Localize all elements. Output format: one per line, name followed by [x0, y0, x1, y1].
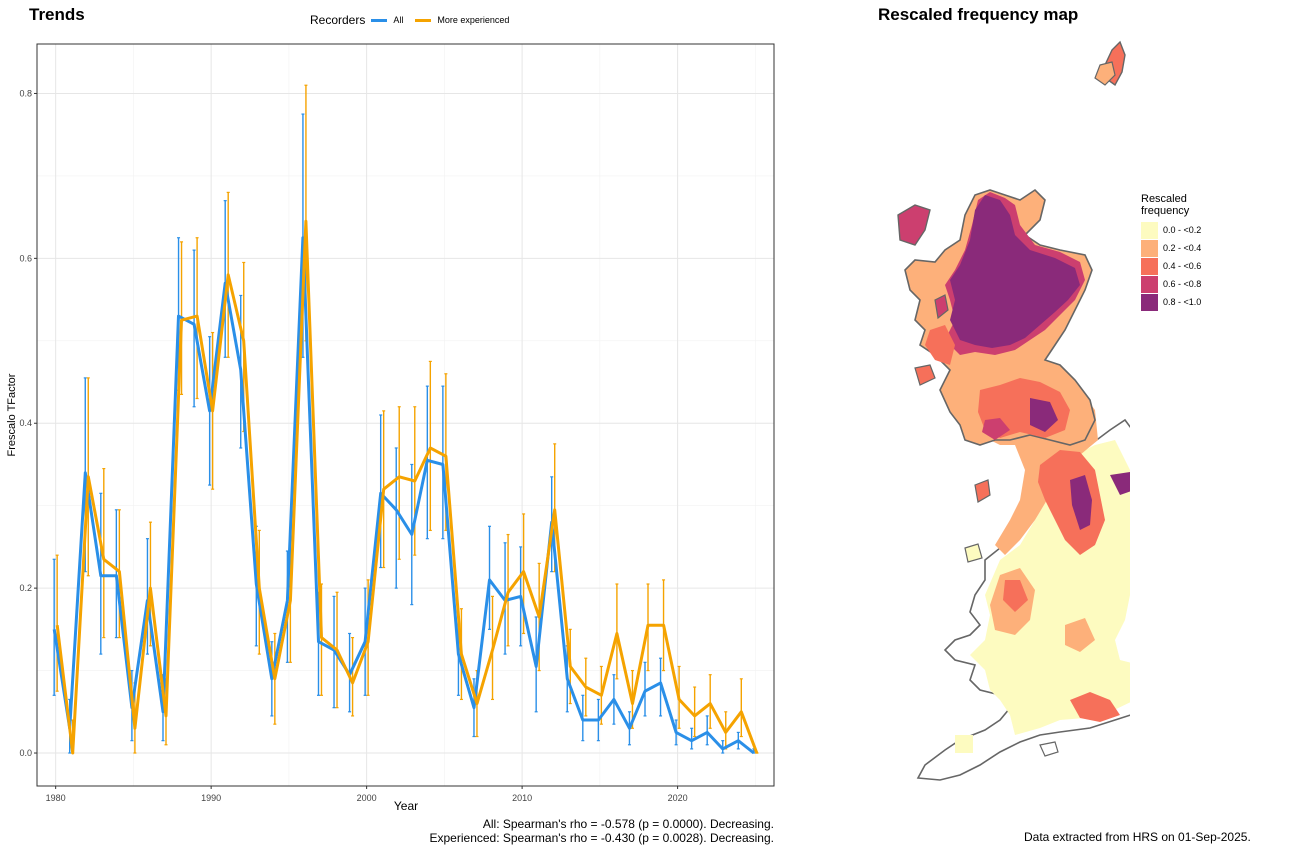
- plot-panel-border: [36, 43, 775, 787]
- map-legend-swatch: [1141, 275, 1158, 293]
- series-experienced: [55, 84, 759, 754]
- x-tick-label: 1980: [46, 793, 66, 803]
- legend-label-all: All: [393, 15, 404, 25]
- map-title: Rescaled frequency map: [878, 5, 1079, 24]
- map-band-low-sw: [955, 735, 973, 753]
- map-island-orkney: [1094, 61, 1116, 86]
- stats-experienced: Experienced: Spearman's rho = -0.430 (p …: [429, 831, 775, 845]
- tick-layer: 0.0 0.2 0.4 0.6 0.8 1980 1990 2000 2010 2020: [19, 88, 687, 803]
- map-legend-item: 0.0 - <0.2: [1141, 221, 1201, 239]
- map-band-top-scotland: [950, 195, 1080, 348]
- stats-all: All: Spearman's rho = -0.578 (p = 0.0000…: [482, 817, 774, 831]
- map-legend-title-line2: frequency: [1141, 205, 1190, 217]
- y-tick-label: 0.2: [19, 583, 32, 593]
- y-tick-label: 0.4: [19, 418, 32, 428]
- map-island-skye: [934, 294, 949, 320]
- legend-key-all: [371, 18, 388, 22]
- map-band-orange-midlands: [1065, 618, 1095, 652]
- grid-layer: [37, 44, 774, 786]
- map-band-purple-pennines: [1070, 475, 1092, 530]
- map-legend-label: 0.4 - <0.6: [1163, 261, 1202, 271]
- x-tick-label: 2020: [668, 793, 688, 803]
- map-legend-label: 0.8 - <1.0: [1163, 297, 1202, 307]
- map-band-red-wales: [1003, 580, 1028, 612]
- y-axis-label: Frescalo TFactor: [6, 373, 18, 456]
- map-legend-label: 0.0 - <0.2: [1163, 225, 1202, 235]
- map-legend-swatch: [1141, 221, 1158, 239]
- series-line-all: [52, 236, 755, 755]
- frequency-map: [897, 40, 1130, 781]
- map-legend-label: 0.6 - <0.8: [1163, 279, 1202, 289]
- map-band-purple-mid: [1030, 398, 1058, 432]
- map-band-red-west: [925, 325, 955, 365]
- map-band-red-south: [1070, 692, 1120, 722]
- x-tick-label: 2010: [512, 793, 532, 803]
- map-band-red-pennines: [1038, 450, 1105, 555]
- x-axis-label: Year: [394, 799, 418, 813]
- map-legend-swatch: [1141, 293, 1158, 311]
- map-band-purple-ne: [1110, 472, 1130, 495]
- y-tick-label: 0.8: [19, 88, 32, 98]
- y-tick-label: 0.0: [19, 748, 32, 758]
- map-legend: Rescaled frequency 0.0 - <0.2 0.2 - <0.4 0…: [1141, 193, 1201, 311]
- series-line-experienced: [55, 219, 759, 755]
- map-island-man: [974, 479, 991, 503]
- map-legend-swatch: [1141, 257, 1158, 275]
- footer-note: Data extracted from HRS on 01-Sep-2025.: [1024, 830, 1251, 844]
- map-legend-items: 0.0 - <0.2 0.2 - <0.4 0.4 - <0.6 0.6 - <0.8…: [1141, 221, 1201, 311]
- map-band-pink-mid: [982, 418, 1010, 440]
- y-tick-label: 0.6: [19, 253, 32, 263]
- map-legend-label: 0.2 - <0.4: [1163, 243, 1202, 253]
- chart-title: Trends: [29, 5, 85, 24]
- trend-chart: 0.0 0.2 0.4 0.6 0.8 1980 1990 2000 2010 2020 Year…: [6, 43, 775, 813]
- x-tick-label: 1990: [201, 793, 221, 803]
- map-island-hebrides: [897, 204, 931, 246]
- map-island-mull: [914, 364, 936, 386]
- map-legend-swatch: [1141, 239, 1158, 257]
- map-legend-item: 0.4 - <0.6: [1141, 257, 1201, 275]
- map-island-wight: [1039, 741, 1059, 757]
- x-tick-label: 2000: [357, 793, 377, 803]
- legend-label-experienced: More experienced: [437, 15, 510, 25]
- map-legend-title-line1: Rescaled: [1141, 193, 1187, 205]
- series-layer: [52, 84, 759, 755]
- chart-legend: Recorders All More experienced: [310, 12, 509, 28]
- legend-key-experienced: [415, 18, 432, 22]
- map-legend-item: 0.8 - <1.0: [1141, 293, 1201, 311]
- map-legend-item: 0.6 - <0.8: [1141, 275, 1201, 293]
- legend-title: Recorders: [310, 13, 366, 27]
- map-legend-item: 0.2 - <0.4: [1141, 239, 1201, 257]
- map-island-anglesey: [964, 543, 983, 563]
